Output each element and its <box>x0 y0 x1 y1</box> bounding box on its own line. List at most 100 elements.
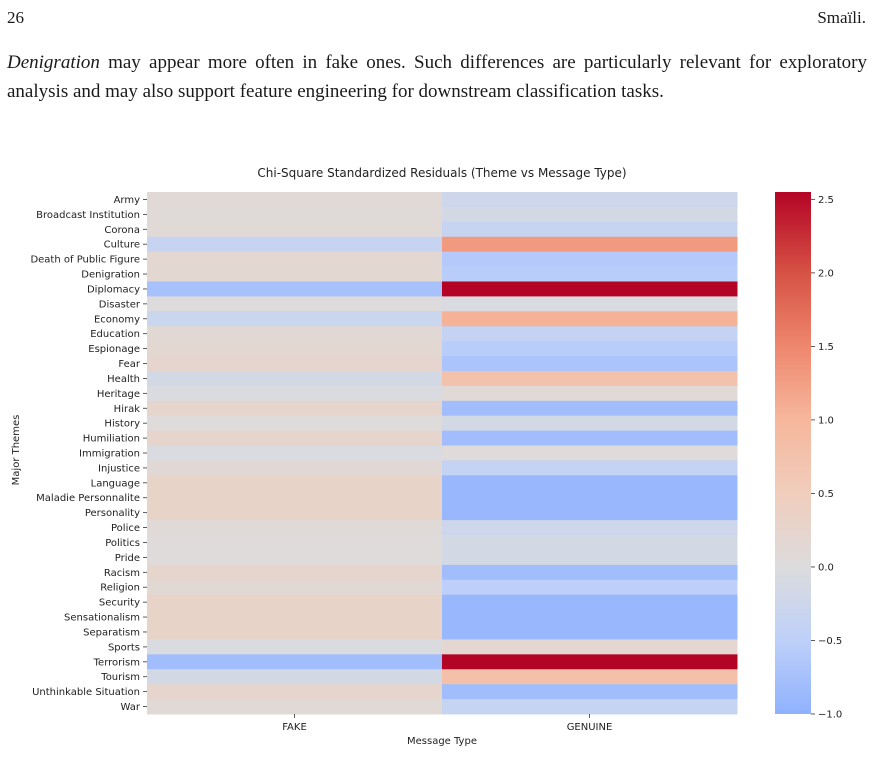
row-label: Disaster <box>99 299 141 310</box>
heatmap-cell <box>442 311 738 327</box>
heatmap-cell <box>442 535 738 551</box>
row-label: Language <box>91 478 140 489</box>
row-label: Pride <box>115 553 140 564</box>
column-label: FAKE <box>282 722 307 733</box>
row-label: Sensationalism <box>64 613 140 624</box>
figure-caption-cutoff <box>0 762 873 781</box>
row-label: History <box>104 419 140 430</box>
italic-term: Denigration <box>7 52 100 73</box>
row-label: War <box>121 702 141 713</box>
row-label: Corona <box>104 225 140 236</box>
heatmap-cell <box>442 609 738 626</box>
heatmap-cell <box>442 430 738 447</box>
running-author: Smaïli. <box>817 8 866 27</box>
heatmap-cell <box>147 281 443 297</box>
heatmap-cell <box>442 236 738 253</box>
row-label: Diplomacy <box>87 284 140 295</box>
heatmap-cell <box>442 266 738 282</box>
heatmap-cell <box>147 699 443 715</box>
colorbar-tick-label: 2.0 <box>818 268 834 279</box>
heatmap-cell <box>442 549 738 566</box>
row-label: Tourism <box>100 672 140 683</box>
heatmap-cell <box>147 385 443 402</box>
heatmap-cell <box>442 579 738 596</box>
heatmap-cells <box>147 192 738 715</box>
heatmap-cell <box>442 654 738 670</box>
heatmap-cell <box>147 654 443 670</box>
row-label: Religion <box>100 583 140 594</box>
heatmap-cell <box>147 192 443 208</box>
heatmap-cell <box>442 669 738 685</box>
heatmap-cell <box>147 460 443 476</box>
heatmap-cell <box>147 326 443 342</box>
heatmap-cell <box>442 326 738 342</box>
heatmap-cell <box>442 400 738 417</box>
heatmap-figure: Chi-Square Standardized Residuals (Theme… <box>0 165 873 755</box>
row-labels: Army Broadcast Institution Corona Culture De… <box>30 195 147 713</box>
row-label: Army <box>114 195 141 206</box>
colorbar-tick-label: −1.0 <box>818 710 842 721</box>
heatmap-cell <box>147 475 443 491</box>
row-label: Economy <box>94 314 140 325</box>
heatmap-cell <box>442 594 738 611</box>
heatmap-cell <box>147 251 443 268</box>
body-paragraph: Denigration may appear more often in fak… <box>7 48 867 106</box>
x-axis-title: Message Type <box>407 736 477 747</box>
heatmap-cell <box>442 490 738 506</box>
heatmap-cell <box>442 356 738 372</box>
heatmap-cell <box>442 296 738 312</box>
row-label: Immigration <box>79 449 140 460</box>
heatmap-cell <box>147 609 443 626</box>
colorbar-tick-label: 1.5 <box>818 342 834 353</box>
row-label: Racism <box>104 568 140 579</box>
heatmap-cell <box>442 520 738 536</box>
heatmap-cell <box>442 281 738 297</box>
running-head: 26 Smaïli. <box>7 8 866 30</box>
heatmap-cell <box>147 564 443 581</box>
row-label: Broadcast Institution <box>36 210 140 221</box>
row-label: Fear <box>118 359 140 370</box>
row-label: Espionage <box>88 344 140 355</box>
colorbar-tick-label: 0.0 <box>818 562 834 573</box>
row-label: Unthinkable Situation <box>32 687 140 698</box>
heatmap-cell <box>147 311 443 327</box>
heatmap-cell <box>442 206 738 223</box>
heatmap-cell <box>147 549 443 566</box>
heatmap-cell <box>442 639 738 655</box>
heatmap-cell <box>442 564 738 581</box>
heatmap-cell <box>147 266 443 282</box>
heatmap-cell <box>147 490 443 506</box>
row-label: Heritage <box>97 389 140 400</box>
y-axis-title: Major Themes <box>11 415 22 486</box>
chart-title: Chi-Square Standardized Residuals (Theme… <box>257 166 626 180</box>
heatmap-cell <box>442 460 738 476</box>
heatmap-cell <box>147 505 443 521</box>
paragraph-text: may appear more often in fake ones. Such… <box>7 52 867 102</box>
colorbar-tick-label: 2.5 <box>818 195 834 206</box>
heatmap-cell <box>442 221 738 238</box>
heatmap-cell <box>147 579 443 596</box>
heatmap-cell <box>147 520 443 536</box>
column-label: GENUINE <box>567 722 613 733</box>
row-label: Health <box>107 374 140 385</box>
heatmap-cell <box>147 400 443 417</box>
row-label: Humiliation <box>83 434 140 445</box>
row-label: Culture <box>104 240 140 251</box>
heatmap-cell <box>442 251 738 268</box>
row-label: Politics <box>105 538 140 549</box>
heatmap-cell <box>147 221 443 238</box>
row-label: Security <box>99 598 140 609</box>
colorbar-tick-label: −0.5 <box>818 636 842 647</box>
colorbar-tick-label: 0.5 <box>818 489 834 500</box>
heatmap-cell <box>147 594 443 611</box>
heatmap-cell <box>147 639 443 655</box>
colorbar <box>775 192 811 714</box>
row-label: Maladie Personnalite <box>36 493 140 504</box>
heatmap-cell <box>147 236 443 253</box>
heatmap-cell <box>442 505 738 521</box>
row-label: Denigration <box>81 270 140 281</box>
row-label: Separatism <box>83 627 140 638</box>
heatmap-cell <box>442 445 738 461</box>
heatmap-cell <box>147 415 443 432</box>
page-number: 26 <box>7 8 24 27</box>
